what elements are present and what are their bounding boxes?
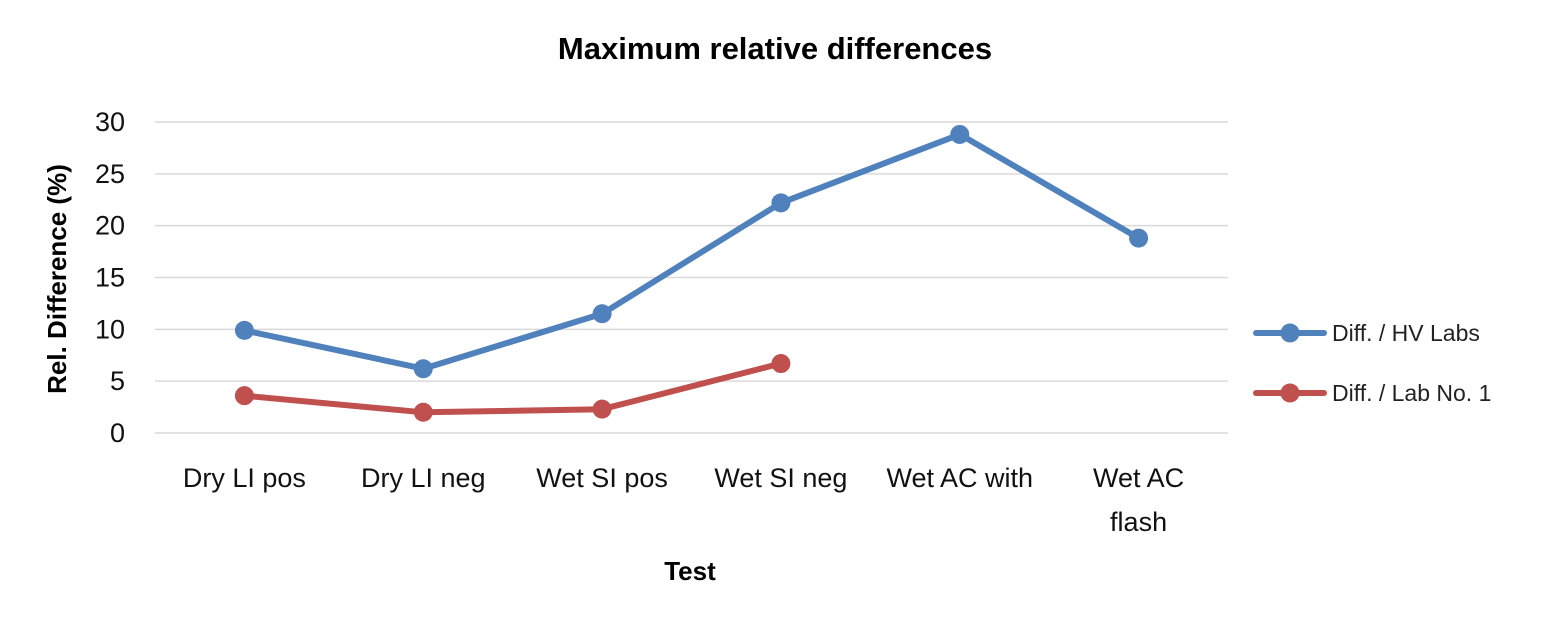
series-2 bbox=[234, 354, 791, 422]
series-1 bbox=[234, 124, 1149, 379]
series-layer bbox=[234, 124, 1149, 422]
legend-dot-marker bbox=[1280, 383, 1300, 403]
y-axis-title: Rel. Difference (%) bbox=[42, 164, 72, 394]
x-tick-label: Dry LI pos bbox=[183, 463, 306, 493]
legend-item: Diff. / Lab No. 1 bbox=[1253, 380, 1491, 406]
y-tick-label: 5 bbox=[110, 366, 125, 396]
y-axis-ticks: 0 5 10 15 20 25 30 bbox=[95, 107, 125, 448]
data-point bbox=[771, 193, 791, 213]
x-tick-label: Wet AC flash bbox=[1093, 463, 1184, 537]
legend-dot-marker bbox=[1280, 323, 1300, 343]
y-tick-label: 20 bbox=[95, 211, 125, 241]
legend-label: Diff. / Lab No. 1 bbox=[1332, 380, 1491, 406]
series-line bbox=[241, 360, 784, 416]
x-tick-label: Wet SI neg bbox=[714, 463, 847, 493]
y-tick-label: 10 bbox=[95, 314, 125, 344]
x-axis-ticks: Dry LI pos Dry LI neg Wet SI pos Wet SI neg… bbox=[183, 463, 1184, 537]
x-tick-label: Wet SI pos bbox=[536, 463, 668, 493]
x-tick-label: Dry LI neg bbox=[361, 463, 486, 493]
data-point bbox=[234, 320, 254, 340]
data-point bbox=[413, 359, 433, 379]
data-point bbox=[592, 399, 612, 419]
chart-title: Maximum relative differences bbox=[558, 31, 992, 66]
data-point bbox=[771, 354, 791, 374]
data-point bbox=[592, 304, 612, 324]
x-tick-label: Wet AC with bbox=[886, 463, 1033, 493]
data-point bbox=[234, 386, 254, 406]
legend-label: Diff. / HV Labs bbox=[1332, 320, 1480, 346]
legend: Diff. / HV Labs Diff. / Lab No. 1 bbox=[1253, 320, 1491, 406]
y-tick-label: 15 bbox=[95, 263, 125, 293]
legend-item: Diff. / HV Labs bbox=[1253, 320, 1480, 346]
y-tick-label: 25 bbox=[95, 159, 125, 189]
x-axis-title: Test bbox=[664, 556, 716, 586]
data-point bbox=[413, 402, 433, 422]
gridlines bbox=[155, 121, 1228, 434]
data-point bbox=[950, 124, 970, 144]
y-tick-label: 0 bbox=[110, 418, 125, 448]
data-point bbox=[1129, 228, 1149, 248]
series-line bbox=[241, 131, 1142, 372]
y-tick-label: 30 bbox=[95, 107, 125, 137]
